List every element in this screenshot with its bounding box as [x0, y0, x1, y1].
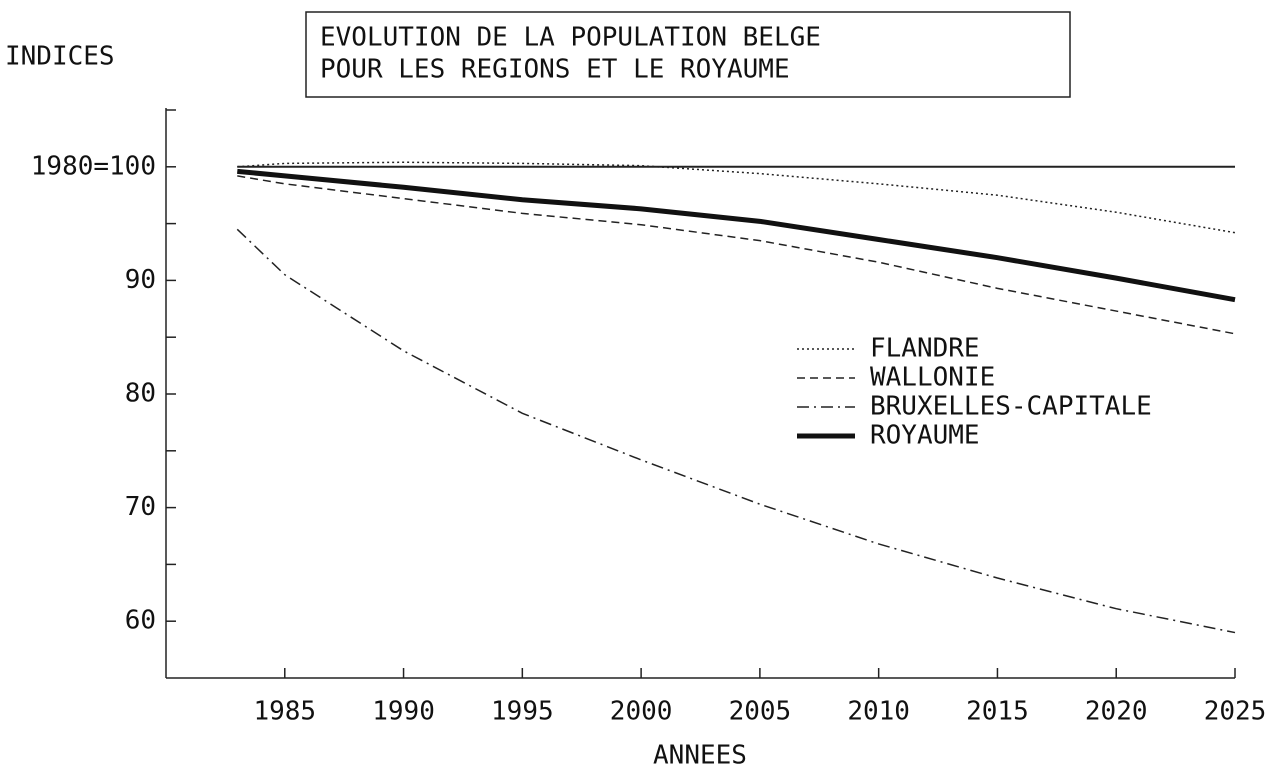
- series-line: [237, 175, 1236, 335]
- series-line: [237, 161, 1236, 234]
- x-tick-label: 2015: [966, 697, 1029, 727]
- x-tick-label: 2000: [610, 697, 673, 727]
- x-tick-label: 1990: [372, 697, 435, 727]
- y-tick-label: 70: [125, 492, 156, 522]
- x-axis-label: ANNEES: [653, 741, 747, 771]
- series-line: [237, 168, 1236, 303]
- y-tick-label: 80: [125, 379, 156, 409]
- x-tick-label: 2020: [1085, 697, 1148, 727]
- legend-label: WALLONIE: [870, 363, 995, 393]
- x-tick-label: 1995: [491, 697, 554, 727]
- legend-label: FLANDRE: [870, 334, 980, 364]
- x-tick-label: 2005: [729, 697, 792, 727]
- x-tick-label: 2010: [847, 697, 910, 727]
- x-tick-label: 1985: [253, 697, 316, 727]
- y-axis-label: INDICES: [5, 42, 115, 72]
- y-tick-label: 1980=100: [31, 151, 156, 181]
- x-tick-label: 2025: [1204, 697, 1267, 727]
- chart-title: POUR LES REGIONS ET LE ROYAUME: [320, 55, 790, 85]
- y-tick-label: 60: [125, 606, 156, 636]
- legend-label: BRUXELLES-CAPITALE: [870, 392, 1152, 422]
- title-box: [305, 11, 1071, 98]
- legend-label: ROYAUME: [870, 421, 980, 451]
- series-line: [236, 228, 1236, 634]
- y-tick-label: 90: [125, 265, 156, 295]
- chart-title: EVOLUTION DE LA POPULATION BELGE: [320, 23, 821, 53]
